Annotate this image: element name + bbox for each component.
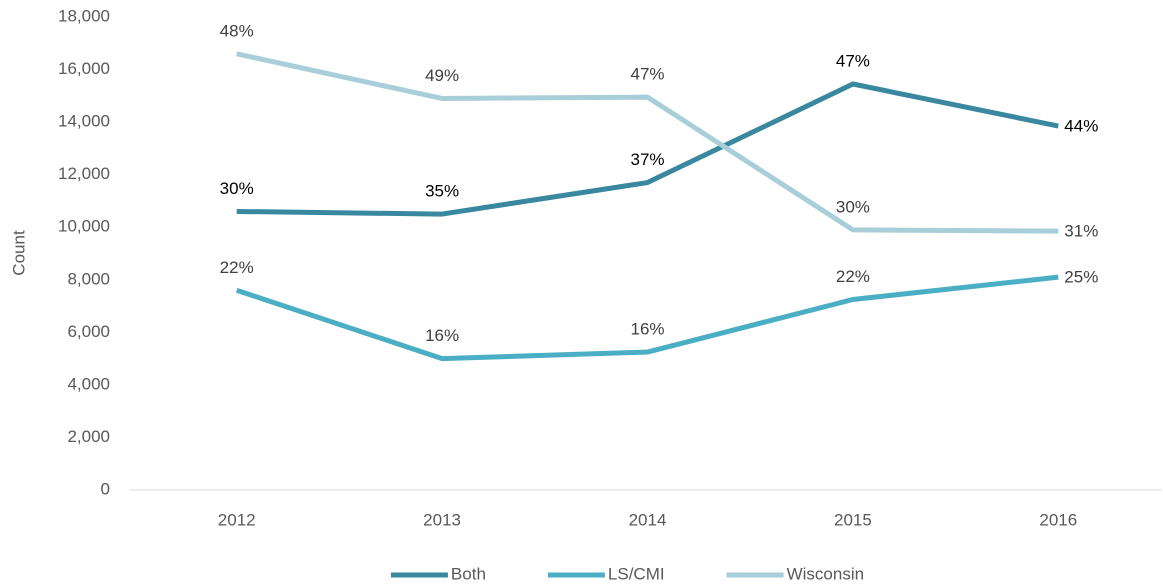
point-label: 49% — [425, 66, 459, 85]
point-label: 22% — [836, 267, 870, 286]
point-label: 30% — [836, 197, 870, 216]
y-tick-label: 18,000 — [58, 6, 110, 25]
x-tick-label: 2012 — [218, 510, 256, 529]
y-tick-label: 6,000 — [67, 322, 110, 341]
y-tick-label: 4,000 — [67, 374, 110, 393]
x-tick-label: 2015 — [834, 510, 872, 529]
y-tick-label: 8,000 — [67, 269, 110, 288]
point-label: 16% — [630, 320, 664, 339]
line-series — [235, 274, 1059, 362]
point-label: 22% — [220, 258, 254, 277]
legend-label: Both — [451, 564, 486, 583]
point-label: 48% — [220, 21, 254, 40]
legend-label: Wisconsin — [787, 564, 864, 583]
line-series — [236, 51, 1059, 234]
point-label: 31% — [1064, 222, 1098, 241]
x-tick-label: 2016 — [1039, 510, 1077, 529]
point-label: 47% — [836, 51, 870, 70]
point-label: 16% — [425, 326, 459, 345]
point-label: 44% — [1064, 117, 1098, 136]
point-label: 25% — [1064, 268, 1098, 287]
point-label: 37% — [630, 150, 664, 169]
point-label: 30% — [220, 179, 254, 198]
y-tick-label: 10,000 — [58, 217, 110, 236]
y-tick-label: 12,000 — [58, 164, 110, 183]
point-label: 35% — [425, 182, 459, 201]
y-tick-label: 2,000 — [67, 427, 110, 446]
y-tick-label: 14,000 — [58, 112, 110, 131]
y-tick-label: 0 — [101, 479, 110, 498]
x-tick-label: 2013 — [423, 510, 461, 529]
line-series — [236, 81, 1059, 217]
legend-label: LS/CMI — [608, 564, 665, 583]
x-tick-label: 2014 — [629, 510, 667, 529]
point-label: 47% — [630, 65, 664, 84]
y-tick-label: 16,000 — [58, 59, 110, 78]
y-axis-title: Count — [9, 230, 28, 276]
